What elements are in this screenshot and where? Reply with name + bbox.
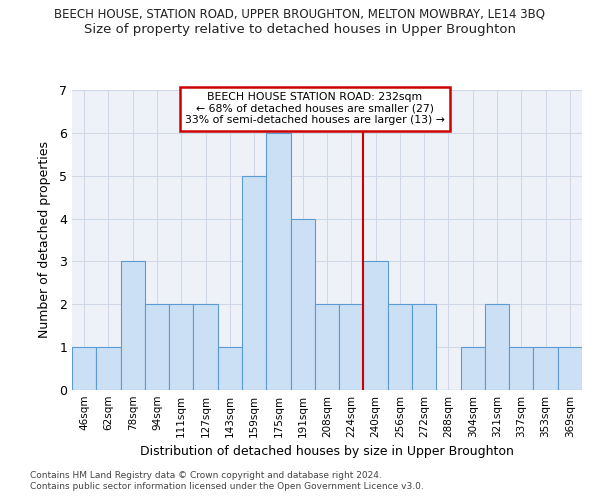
Bar [96,347,121,390]
Bar [558,347,582,390]
Bar [461,347,485,390]
Bar [339,304,364,390]
Bar [412,304,436,390]
Bar [72,347,96,390]
Text: BEECH HOUSE, STATION ROAD, UPPER BROUGHTON, MELTON MOWBRAY, LE14 3BQ: BEECH HOUSE, STATION ROAD, UPPER BROUGHT… [55,8,545,20]
Bar [315,304,339,390]
Bar [290,218,315,390]
Bar [485,304,509,390]
Bar [388,304,412,390]
Bar [169,304,193,390]
Bar [193,304,218,390]
Bar [242,176,266,390]
Bar [509,347,533,390]
Bar [364,262,388,390]
Y-axis label: Number of detached properties: Number of detached properties [38,142,51,338]
X-axis label: Distribution of detached houses by size in Upper Broughton: Distribution of detached houses by size … [140,446,514,458]
Text: BEECH HOUSE STATION ROAD: 232sqm
← 68% of detached houses are smaller (27)
33% o: BEECH HOUSE STATION ROAD: 232sqm ← 68% o… [185,92,445,126]
Text: Size of property relative to detached houses in Upper Broughton: Size of property relative to detached ho… [84,22,516,36]
Text: Contains HM Land Registry data © Crown copyright and database right 2024.: Contains HM Land Registry data © Crown c… [30,471,382,480]
Bar [121,262,145,390]
Bar [533,347,558,390]
Bar [218,347,242,390]
Bar [266,133,290,390]
Text: Contains public sector information licensed under the Open Government Licence v3: Contains public sector information licen… [30,482,424,491]
Bar [145,304,169,390]
